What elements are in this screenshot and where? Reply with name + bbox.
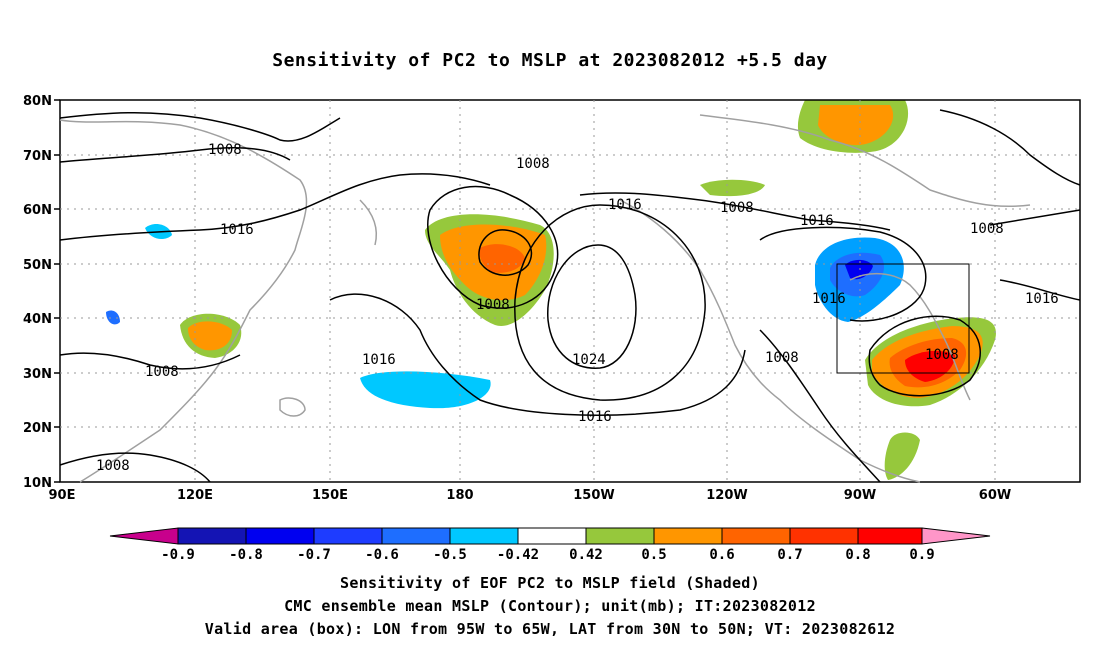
- colorbar-label: -0.42: [497, 547, 539, 563]
- colorbar-label: 0.9: [909, 547, 934, 563]
- lat-label: 80N: [23, 94, 52, 109]
- lon-label: 90E: [49, 488, 76, 503]
- contour-label: 1024: [572, 352, 606, 368]
- lat-label: 10N: [23, 476, 52, 491]
- lat-label: 50N: [23, 258, 52, 273]
- lon-label: 120W: [706, 488, 747, 503]
- lat-label: 70N: [23, 149, 52, 164]
- colorbar-right-arrow: [921, 527, 991, 545]
- contour-label: 1016: [800, 213, 834, 229]
- colorbar-segment: [585, 527, 655, 545]
- colorbar-segment: [245, 527, 315, 545]
- colorbar-label: 0.5: [641, 547, 666, 563]
- contour-label: 1016: [1025, 291, 1059, 307]
- colorbar-label: 0.8: [845, 547, 870, 563]
- colorbar-segment: [653, 527, 723, 545]
- lat-label: 30N: [23, 367, 52, 382]
- contour-label: 1008: [925, 347, 959, 363]
- lon-label: 90W: [844, 488, 876, 503]
- lat-labels: 80N 70N 60N 50N 40N 30N 20N 10N: [23, 94, 52, 491]
- caption-contour: CMC ensemble mean MSLP (Contour); unit(m…: [284, 597, 816, 615]
- lon-label: 180: [446, 488, 473, 503]
- colorbar-label: 0.42: [569, 547, 603, 563]
- plot-frame: [59, 99, 1081, 483]
- caption-shaded: Sensitivity of EOF PC2 to MSLP field (Sh…: [340, 574, 760, 592]
- colorbar-label: -0.7: [297, 547, 331, 563]
- contour-label: 1008: [208, 142, 242, 158]
- lat-label: 20N: [23, 421, 52, 436]
- shaded-regions: [106, 100, 996, 480]
- contour-label: 1008: [96, 458, 130, 474]
- lon-label: 150W: [573, 488, 614, 503]
- valid-area-box: [836, 263, 970, 374]
- colorbar-segment: [789, 527, 859, 545]
- contour-labels: 1008 1008 1016 1008 1016 1008 1016 1008 …: [96, 142, 1059, 474]
- colorbar-segment: [177, 527, 247, 545]
- contour-label: 1016: [578, 409, 612, 425]
- caption-valid-area: Valid area (box): LON from 95W to 65W, L…: [204, 620, 896, 638]
- contour-label: 1008: [720, 200, 754, 216]
- lat-label: 40N: [23, 312, 52, 327]
- colorbar: [109, 527, 991, 545]
- lat-ticks: [54, 99, 60, 483]
- colorbar-label: 0.7: [777, 547, 802, 563]
- colorbar-segment: [517, 527, 587, 545]
- contour-label: 1016: [362, 352, 396, 368]
- lon-label: 150E: [312, 488, 348, 503]
- colorbar-segment: [857, 527, 923, 545]
- contour-label: 1016: [812, 291, 846, 307]
- contour-label: 1008: [970, 221, 1004, 237]
- colorbar-left-arrow: [109, 527, 179, 545]
- colorbar-segment: [721, 527, 791, 545]
- mslp-contours: [59, 109, 1081, 483]
- lat-label: 60N: [23, 203, 52, 218]
- colorbar-label: -0.6: [365, 547, 399, 563]
- colorbar-label: -0.8: [229, 547, 263, 563]
- colorbar-label: 0.6: [709, 547, 734, 563]
- contour-label: 1016: [220, 222, 254, 238]
- colorbar-label: -0.9: [161, 547, 195, 563]
- contour-label: 1008: [145, 364, 179, 380]
- contour-label: 1016: [608, 197, 642, 213]
- lon-labels: 90E 120E 150E 180 150W 120W 90W 60W: [49, 488, 1012, 503]
- lon-label: 120E: [177, 488, 213, 503]
- colorbar-segment: [381, 527, 451, 545]
- colorbar-segment: [449, 527, 519, 545]
- contour-label: 1008: [516, 156, 550, 172]
- contour-label: 1008: [476, 297, 510, 313]
- chart-title: Sensitivity of PC2 to MSLP at 2023082012…: [272, 50, 828, 71]
- colorbar-label: -0.5: [433, 547, 467, 563]
- colorbar-segment: [313, 527, 383, 545]
- colorbar-labels: -0.9 -0.8 -0.7 -0.6 -0.5 -0.42 0.42 0.5 …: [161, 547, 935, 563]
- contour-label: 1008: [765, 350, 799, 366]
- lon-label: 60W: [979, 488, 1011, 503]
